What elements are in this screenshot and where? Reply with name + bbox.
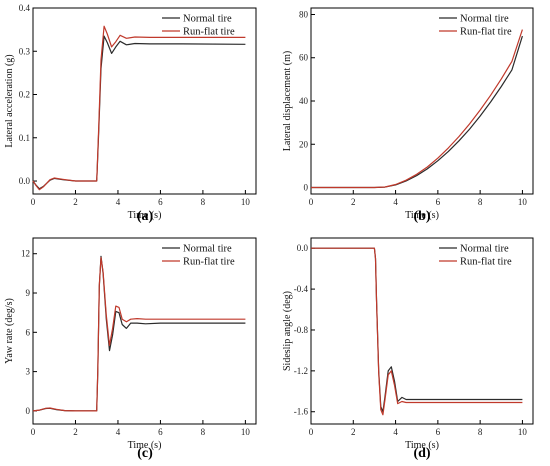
x-tick-label: 4 bbox=[116, 197, 121, 207]
series-line-normal-tire bbox=[311, 35, 523, 189]
y-tick-label: 3 bbox=[26, 367, 31, 377]
x-tick-label: 0 bbox=[309, 197, 314, 207]
x-tick-label: 4 bbox=[393, 427, 398, 437]
panel-label: (a) bbox=[137, 209, 154, 224]
y-tick-label: -0.4 bbox=[294, 284, 309, 294]
panel-a-lateral-acceleration: 0 2 4 6 8 10 0.0 0.1 0.2 0.3 0.4 Normal tire Run-fla… bbox=[4, 3, 257, 224]
x-tick-label: 10 bbox=[518, 197, 528, 207]
x-tick-label: 0 bbox=[309, 427, 314, 437]
y-tick-label: 12 bbox=[21, 249, 30, 259]
panel-label: (d) bbox=[413, 446, 430, 461]
y-tick-label: 60 bbox=[299, 53, 309, 63]
y-axis-label: Yaw rate (deg/s) bbox=[4, 298, 15, 364]
y-tick-label: 9 bbox=[26, 288, 31, 298]
legend-label: Run-flat tire bbox=[183, 27, 235, 38]
panel-label: (c) bbox=[137, 446, 153, 461]
x-axis-label: Time (s) bbox=[128, 440, 162, 451]
plot-frame bbox=[310, 237, 534, 425]
y-tick-label: 0.3 bbox=[19, 46, 31, 56]
panel-label: (b) bbox=[413, 209, 430, 224]
x-tick-label: 6 bbox=[436, 427, 441, 437]
y-tick-label: 0 bbox=[26, 406, 31, 416]
y-tick-label: -0.8 bbox=[294, 325, 309, 335]
series-line-run-flat-tire bbox=[32, 257, 246, 412]
series-line-run-flat-tire bbox=[311, 247, 523, 416]
y-tick-label: 0 bbox=[304, 183, 309, 193]
x-tick-label: 8 bbox=[201, 197, 206, 207]
y-tick-label: -1.2 bbox=[294, 366, 308, 376]
y-tick-label: 6 bbox=[26, 327, 31, 337]
x-tick-label: 2 bbox=[351, 427, 356, 437]
x-tick-label: 8 bbox=[478, 427, 483, 437]
x-tick-label: 2 bbox=[351, 197, 356, 207]
panel-b-lateral-displacement: 0 2 4 6 8 10 0 20 40 60 80 Normal tire Run-flat tire… bbox=[282, 7, 534, 224]
y-tick-label: 0.4 bbox=[19, 3, 31, 13]
x-tick-label: 10 bbox=[518, 427, 528, 437]
x-tick-label: 4 bbox=[393, 197, 398, 207]
x-tick-label: 6 bbox=[436, 197, 441, 207]
series-line-normal-tire bbox=[311, 247, 523, 413]
panel-d-sideslip-angle: 0 2 4 6 8 10 0.0 -0.4 -0.8 -1.2 -1.6 Normal tire Run… bbox=[282, 237, 534, 461]
panel-c-yaw-rate: 0 2 4 6 8 10 0 3 6 9 12 Normal tire Run-flat tire Tim… bbox=[4, 237, 257, 461]
y-axis-label: Sideslip angle (deg) bbox=[282, 291, 293, 371]
x-tick-label: 10 bbox=[241, 197, 251, 207]
series-line-run-flat-tire bbox=[311, 29, 523, 189]
x-axis-label: Time (s) bbox=[405, 440, 439, 451]
y-axis-label: Lateral acceleration (g) bbox=[4, 54, 15, 147]
x-tick-label: 8 bbox=[478, 197, 483, 207]
y-tick-label: 20 bbox=[299, 139, 309, 149]
legend-label: Run-flat tire bbox=[183, 257, 235, 268]
x-tick-label: 6 bbox=[158, 427, 163, 437]
x-tick-label: 2 bbox=[73, 427, 78, 437]
x-tick-label: 0 bbox=[31, 197, 36, 207]
legend-label: Run-flat tire bbox=[460, 257, 512, 268]
x-axis-label: Time (s) bbox=[128, 210, 162, 221]
legend-label: Normal tire bbox=[183, 14, 232, 25]
x-tick-label: 2 bbox=[73, 197, 78, 207]
y-tick-label: 80 bbox=[299, 9, 309, 19]
series-line-normal-tire bbox=[32, 35, 246, 190]
x-tick-label: 0 bbox=[31, 427, 36, 437]
y-axis-label: Lateral displacement (m) bbox=[282, 51, 293, 152]
plot-frame bbox=[32, 237, 257, 425]
legend-label: Normal tire bbox=[460, 244, 509, 255]
x-tick-label: 6 bbox=[158, 197, 163, 207]
y-tick-label: 40 bbox=[299, 96, 309, 106]
y-tick-label: -1.6 bbox=[294, 407, 309, 417]
series-line-normal-tire bbox=[32, 255, 246, 412]
y-tick-label: 0.0 bbox=[297, 243, 309, 253]
y-tick-label: 0.2 bbox=[19, 90, 30, 100]
x-tick-label: 4 bbox=[116, 427, 121, 437]
y-tick-label: 0.1 bbox=[19, 133, 30, 143]
legend-label: Normal tire bbox=[460, 14, 509, 25]
legend-label: Normal tire bbox=[183, 244, 232, 255]
x-tick-label: 10 bbox=[241, 427, 251, 437]
x-tick-label: 8 bbox=[201, 427, 206, 437]
x-axis-label: Time (s) bbox=[405, 210, 439, 221]
plot-frame bbox=[32, 7, 257, 195]
legend-label: Run-flat tire bbox=[460, 27, 512, 38]
series-line-run-flat-tire bbox=[32, 25, 246, 191]
y-tick-label: 0.0 bbox=[19, 176, 31, 186]
